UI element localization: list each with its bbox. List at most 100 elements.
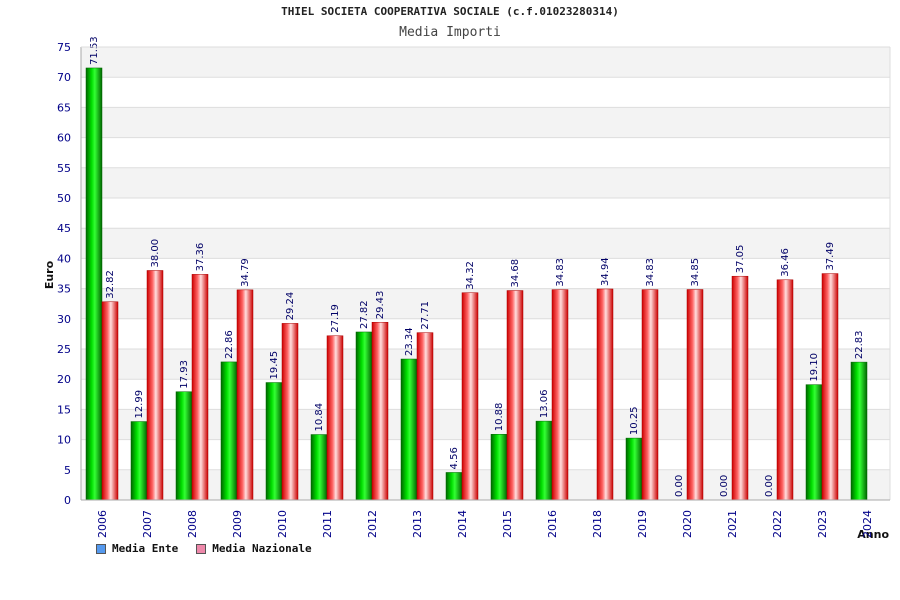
- bar-nazionale[interactable]: [596, 288, 614, 501]
- data-label: 27.71: [420, 301, 431, 330]
- y-tick-label: 35: [57, 283, 71, 296]
- data-label: 29.24: [285, 292, 296, 321]
- bar-ente[interactable]: [175, 391, 193, 501]
- y-tick-label: 45: [57, 222, 71, 235]
- bar-nazionale[interactable]: [731, 275, 749, 501]
- data-label: 10.25: [629, 406, 640, 435]
- data-label: 34.79: [240, 258, 251, 287]
- legend-swatch-ente: [96, 543, 106, 554]
- bar-nazionale[interactable]: [371, 321, 389, 501]
- data-label: 29.43: [375, 291, 386, 320]
- x-tick-label: 2018: [591, 510, 604, 538]
- bar-nazionale[interactable]: [146, 270, 164, 501]
- legend-item-ente[interactable]: Media Ente: [96, 542, 178, 555]
- grid-band: [81, 349, 890, 380]
- y-tick-label: 65: [57, 101, 71, 114]
- data-label: 4.56: [449, 447, 460, 469]
- bar-ente[interactable]: [130, 421, 148, 501]
- x-tick-label: 2006: [96, 510, 109, 538]
- bar-nazionale[interactable]: [101, 301, 119, 501]
- data-label: 34.85: [690, 258, 701, 287]
- legend-label-ente: Media Ente: [112, 542, 179, 555]
- data-label: 12.99: [134, 390, 145, 419]
- bar-ente[interactable]: [805, 384, 823, 501]
- x-tick-label: 2021: [726, 510, 739, 538]
- bar-ente[interactable]: [850, 361, 868, 501]
- data-label: 0.00: [674, 475, 685, 497]
- data-label: 34.32: [465, 261, 476, 290]
- x-tick-label: 2023: [816, 510, 829, 538]
- bar-ente[interactable]: [85, 67, 103, 501]
- x-tick-label: 2022: [771, 510, 784, 538]
- data-label: 37.05: [735, 245, 746, 274]
- bar-nazionale[interactable]: [281, 323, 299, 501]
- bar-ente[interactable]: [445, 472, 463, 501]
- x-tick-label: 2008: [186, 510, 199, 538]
- bar-nazionale[interactable]: [326, 335, 344, 501]
- data-label: 22.86: [224, 330, 235, 359]
- x-tick-label: 2024: [861, 510, 874, 538]
- grid-band: [81, 228, 890, 259]
- x-tick-label: 2016: [546, 510, 559, 538]
- y-tick-label: 0: [64, 494, 71, 507]
- bar-ente[interactable]: [625, 437, 643, 501]
- x-tick-label: 2010: [276, 510, 289, 538]
- bar-nazionale[interactable]: [776, 279, 794, 501]
- y-tick-label: 5: [64, 464, 71, 477]
- data-label: 27.19: [330, 304, 341, 333]
- y-tick-label: 75: [57, 41, 71, 54]
- data-label: 37.49: [825, 242, 836, 271]
- grid-band: [81, 469, 890, 500]
- data-label: 23.34: [404, 327, 415, 356]
- chart-title: THIEL SOCIETA COOPERATIVA SOCIALE (c.f.0…: [281, 5, 619, 18]
- bars: [85, 67, 868, 501]
- grid-band: [81, 47, 890, 78]
- y-tick-label: 55: [57, 162, 71, 175]
- data-label: 38.00: [150, 239, 161, 268]
- bar-nazionale[interactable]: [191, 274, 209, 501]
- bar-ente[interactable]: [490, 434, 508, 501]
- y-tick-label: 60: [57, 132, 71, 145]
- bar-ente[interactable]: [310, 434, 328, 501]
- data-label: 10.88: [494, 403, 505, 432]
- bar-ente[interactable]: [400, 358, 418, 501]
- x-axis-label: Anno: [857, 528, 889, 541]
- data-label: 19.10: [809, 353, 820, 382]
- x-tick-label: 2009: [231, 510, 244, 538]
- bar-ente[interactable]: [265, 382, 283, 501]
- grid-band: [81, 107, 890, 138]
- bar-ente[interactable]: [535, 420, 553, 501]
- x-tick-label: 2007: [141, 510, 154, 538]
- grid-lines: [81, 46, 890, 501]
- chart-legend: Media Ente Media Nazionale: [96, 542, 312, 555]
- bar-nazionale[interactable]: [551, 289, 569, 501]
- x-tick-label: 2013: [411, 510, 424, 538]
- x-tick-label: 2012: [366, 510, 379, 538]
- data-label: 37.36: [195, 243, 206, 272]
- bar-nazionale[interactable]: [416, 332, 434, 501]
- data-label: 32.82: [105, 270, 116, 299]
- data-label: 36.46: [780, 248, 791, 277]
- data-label: 10.84: [314, 403, 325, 432]
- bar-nazionale[interactable]: [461, 292, 479, 501]
- bar-nazionale[interactable]: [686, 289, 704, 501]
- y-tick-label: 70: [57, 71, 71, 84]
- axes: 051015202530354045505560657075EuroAnno20…: [43, 41, 891, 541]
- y-tick-label: 50: [57, 192, 71, 205]
- bar-ente[interactable]: [220, 361, 238, 501]
- bar-nazionale[interactable]: [821, 273, 839, 501]
- x-tick-label: 2014: [456, 510, 469, 538]
- y-tick-label: 30: [57, 313, 71, 326]
- bar-ente[interactable]: [355, 331, 373, 501]
- bar-nazionale[interactable]: [236, 289, 254, 501]
- legend-item-nazionale[interactable]: Media Nazionale: [196, 542, 312, 555]
- data-label: 0.00: [764, 475, 775, 497]
- data-labels: 71.53 32.82 12.99 38.00 17.93 37.36 22.86 34.79…: [89, 36, 865, 497]
- y-tick-label: 25: [57, 343, 71, 356]
- data-label: 34.68: [510, 259, 521, 288]
- bar-nazionale[interactable]: [506, 290, 524, 501]
- bar-nazionale[interactable]: [641, 289, 659, 501]
- data-label: 22.83: [854, 330, 865, 359]
